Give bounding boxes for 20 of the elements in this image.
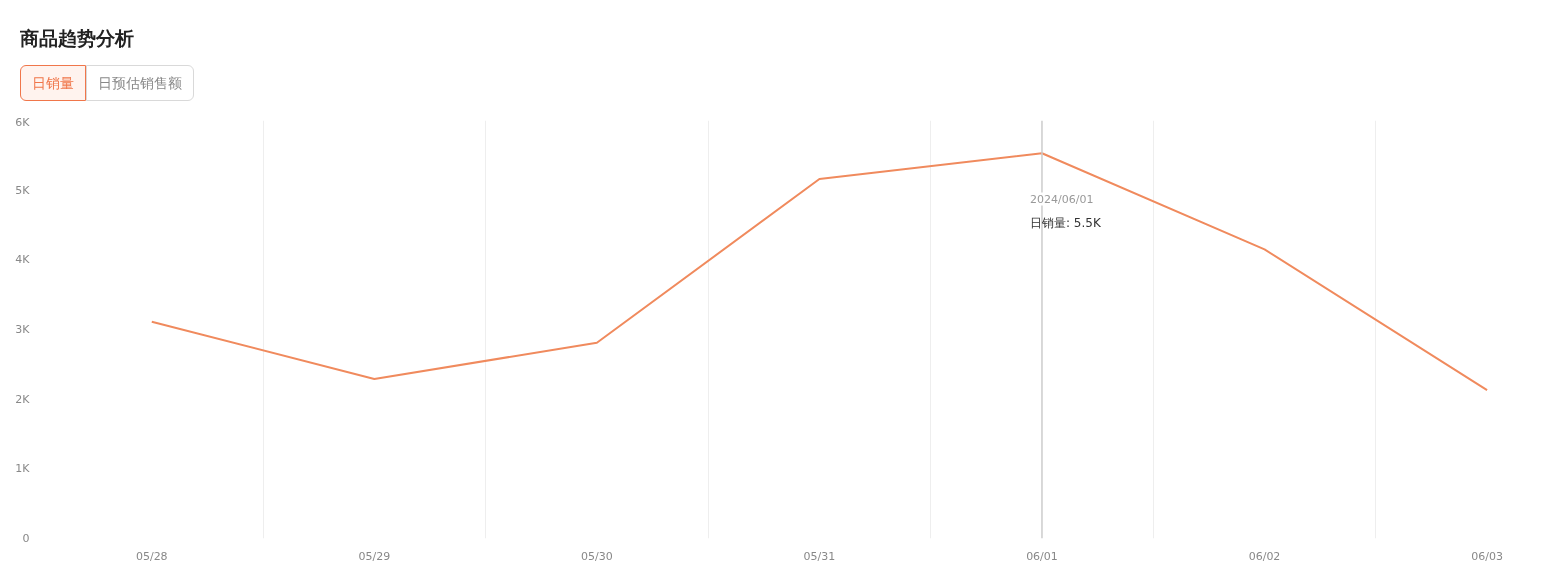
y-tick-label: 2K	[15, 392, 31, 406]
y-tick-label: 4K	[15, 253, 31, 267]
line-series	[150, 152, 1489, 392]
annotation: 日销量: 5.5K	[1029, 215, 1102, 230]
y-tick-label: 1K	[15, 462, 31, 476]
y-tick-label: 0	[22, 532, 30, 545]
text: 日预估销售额	[86, 65, 194, 101]
x-tick-label: 06/02	[1248, 549, 1281, 563]
chart-title: 商品趋势分析	[20, 26, 134, 51]
x-tick-label: 06/03	[1471, 549, 1503, 563]
x-tick-label: 05/31	[803, 549, 836, 563]
y-tick-label: 6K	[15, 115, 31, 129]
x-tick-label: 05/30	[581, 549, 613, 563]
x-tick-label: 06/01	[1026, 549, 1058, 563]
x-tick-label: 05/29	[358, 549, 391, 563]
text: 日销量	[20, 65, 86, 101]
x-tick-label: 05/28	[135, 549, 168, 563]
y-tick-label: 5K	[15, 183, 31, 197]
y-tick-label: 3K	[15, 323, 31, 336]
annotation: 2024/06/01	[1029, 192, 1094, 206]
